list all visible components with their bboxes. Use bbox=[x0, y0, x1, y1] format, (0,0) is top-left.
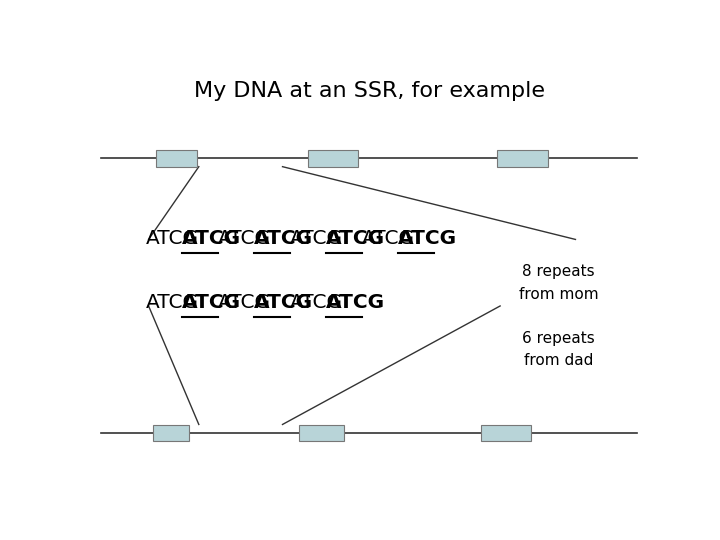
Text: ATCG: ATCG bbox=[145, 293, 199, 312]
Bar bbox=[153, 425, 189, 441]
Text: ATCG: ATCG bbox=[182, 228, 241, 248]
Bar bbox=[498, 150, 547, 167]
Text: ATCG: ATCG bbox=[254, 293, 313, 312]
Text: My DNA at an SSR, for example: My DNA at an SSR, for example bbox=[194, 82, 544, 102]
Text: ATCG: ATCG bbox=[254, 228, 313, 248]
Bar bbox=[156, 150, 197, 167]
Bar bbox=[307, 150, 358, 167]
Bar bbox=[300, 425, 344, 441]
Text: ATCG: ATCG bbox=[326, 228, 385, 248]
Text: ATCG: ATCG bbox=[290, 228, 343, 248]
Text: ATCG: ATCG bbox=[145, 228, 199, 248]
Text: ATCG: ATCG bbox=[362, 228, 415, 248]
Bar bbox=[481, 425, 531, 441]
Text: ATCG: ATCG bbox=[326, 293, 385, 312]
Text: 8 repeats
from mom: 8 repeats from mom bbox=[519, 265, 598, 301]
Text: ATCG: ATCG bbox=[398, 228, 457, 248]
Text: ATCG: ATCG bbox=[182, 293, 241, 312]
Text: ATCG: ATCG bbox=[218, 228, 271, 248]
Text: ATCG: ATCG bbox=[290, 293, 343, 312]
Text: 6 repeats
from dad: 6 repeats from dad bbox=[522, 331, 595, 368]
Text: ATCG: ATCG bbox=[218, 293, 271, 312]
